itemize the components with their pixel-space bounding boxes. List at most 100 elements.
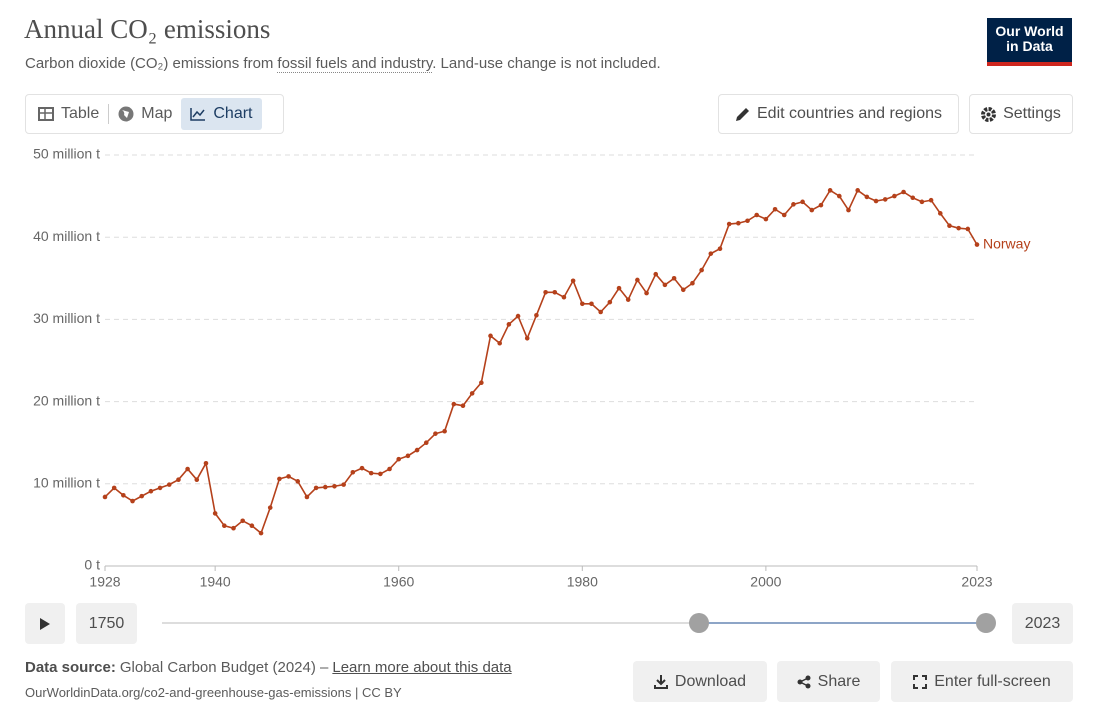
data-point	[699, 267, 704, 273]
data-point	[524, 336, 530, 341]
logo-line: Our World	[995, 23, 1064, 39]
data-point	[598, 309, 603, 315]
download-button[interactable]: Download	[633, 661, 767, 702]
data-point	[974, 242, 980, 247]
icon	[653, 674, 668, 689]
x-tick-label: 1960	[383, 574, 414, 590]
data-point	[965, 226, 971, 232]
slider-handle[interactable]	[976, 613, 996, 633]
data-point	[515, 313, 521, 319]
subtitle-link[interactable]: fossil fuels and industry	[277, 55, 433, 73]
button-label: Settings	[1003, 105, 1061, 122]
data-point	[359, 465, 365, 471]
settings-button[interactable]: Settings	[969, 94, 1073, 134]
x-tick-label: 1928	[89, 574, 120, 590]
data-point	[543, 289, 548, 295]
data-point	[258, 530, 264, 536]
data-point	[240, 518, 245, 524]
play-button[interactable]	[25, 603, 65, 644]
y-tick-label: 0 t	[84, 557, 100, 573]
data-point	[892, 193, 897, 199]
data-point	[157, 485, 163, 491]
source-url: OurWorldinData.org/co2-and-greenhouse-ga…	[25, 685, 402, 700]
button-label: Download	[674, 672, 747, 690]
data-point	[176, 477, 181, 482]
data-point	[552, 289, 558, 295]
data-point	[635, 277, 640, 283]
share-button[interactable]: Share	[777, 661, 880, 702]
data-point	[717, 246, 723, 252]
data-point	[708, 251, 714, 256]
data-point	[616, 285, 622, 291]
data-point	[368, 470, 374, 476]
x-tick-label: 2000	[750, 574, 781, 590]
data-point	[423, 440, 429, 446]
data-point	[313, 485, 319, 491]
data-point	[414, 447, 420, 453]
data-point	[763, 216, 769, 222]
data-point	[644, 290, 649, 296]
data-point	[956, 225, 961, 231]
timeline-slider[interactable]	[150, 605, 1000, 641]
data-point	[534, 312, 539, 318]
tab-chart[interactable]: Chart	[181, 98, 262, 130]
data-point	[130, 498, 135, 504]
data-point	[837, 193, 842, 199]
x-tick-label: 1980	[567, 574, 598, 590]
tab-table[interactable]: Table	[29, 98, 108, 130]
data-point	[249, 523, 255, 529]
data-point	[937, 211, 943, 216]
timeline-label: 1750	[88, 614, 125, 632]
y-tick-label: 30 million t	[33, 310, 100, 326]
logo-line: in Data	[1006, 38, 1053, 54]
source-label: Data source:	[25, 659, 116, 676]
timeline-end[interactable]: 2023	[1012, 603, 1073, 644]
edit-button[interactable]: Edit countries and regions	[718, 94, 959, 134]
data-point	[350, 469, 356, 475]
data-point	[451, 401, 457, 407]
data-point	[469, 391, 475, 396]
data-point	[901, 189, 906, 195]
data-point	[772, 206, 778, 212]
data-point	[332, 483, 337, 489]
data-point	[460, 403, 466, 409]
data-point	[561, 294, 567, 300]
data-point	[589, 301, 594, 307]
data-point	[304, 494, 310, 500]
button-label: Enter full-screen	[934, 672, 1051, 690]
fullscreen-button[interactable]: Enter full-screen	[891, 661, 1073, 702]
data-point	[111, 485, 117, 491]
data-point	[791, 202, 796, 207]
data-point	[166, 482, 172, 487]
data-point	[928, 197, 934, 203]
data-point	[203, 460, 209, 466]
source-link[interactable]: Learn more about this data	[332, 659, 512, 676]
data-point	[580, 301, 585, 307]
icon	[190, 108, 206, 121]
tab-label: Chart	[213, 105, 253, 122]
logo[interactable]: Our World in Data	[987, 18, 1072, 66]
data-point	[864, 194, 870, 200]
x-tick-label: 2023	[961, 574, 992, 590]
timeline-label: 2023	[1024, 614, 1061, 632]
timeline-start[interactable]: 1750	[76, 603, 137, 644]
slider-handle[interactable]	[689, 613, 709, 633]
data-point	[570, 278, 576, 284]
y-tick-label: 20 million t	[33, 392, 100, 408]
data-point	[322, 484, 328, 490]
button-label: Edit countries and regions	[757, 105, 942, 122]
data-point	[148, 488, 154, 494]
data-point	[442, 428, 447, 434]
data-point	[800, 199, 805, 205]
icon	[736, 107, 749, 121]
chart: 0 t 10 million t 20 million t 30 million t 4…	[33, 146, 1030, 590]
series-label: Norway	[983, 235, 1030, 251]
data-point	[387, 466, 392, 472]
tab-map[interactable]: Map	[109, 98, 181, 130]
data-point	[625, 297, 631, 302]
y-tick-label: 50 million t	[33, 146, 100, 162]
data-point	[662, 282, 668, 288]
data-point	[818, 202, 824, 208]
data-point	[341, 482, 346, 487]
data-point	[286, 474, 291, 479]
